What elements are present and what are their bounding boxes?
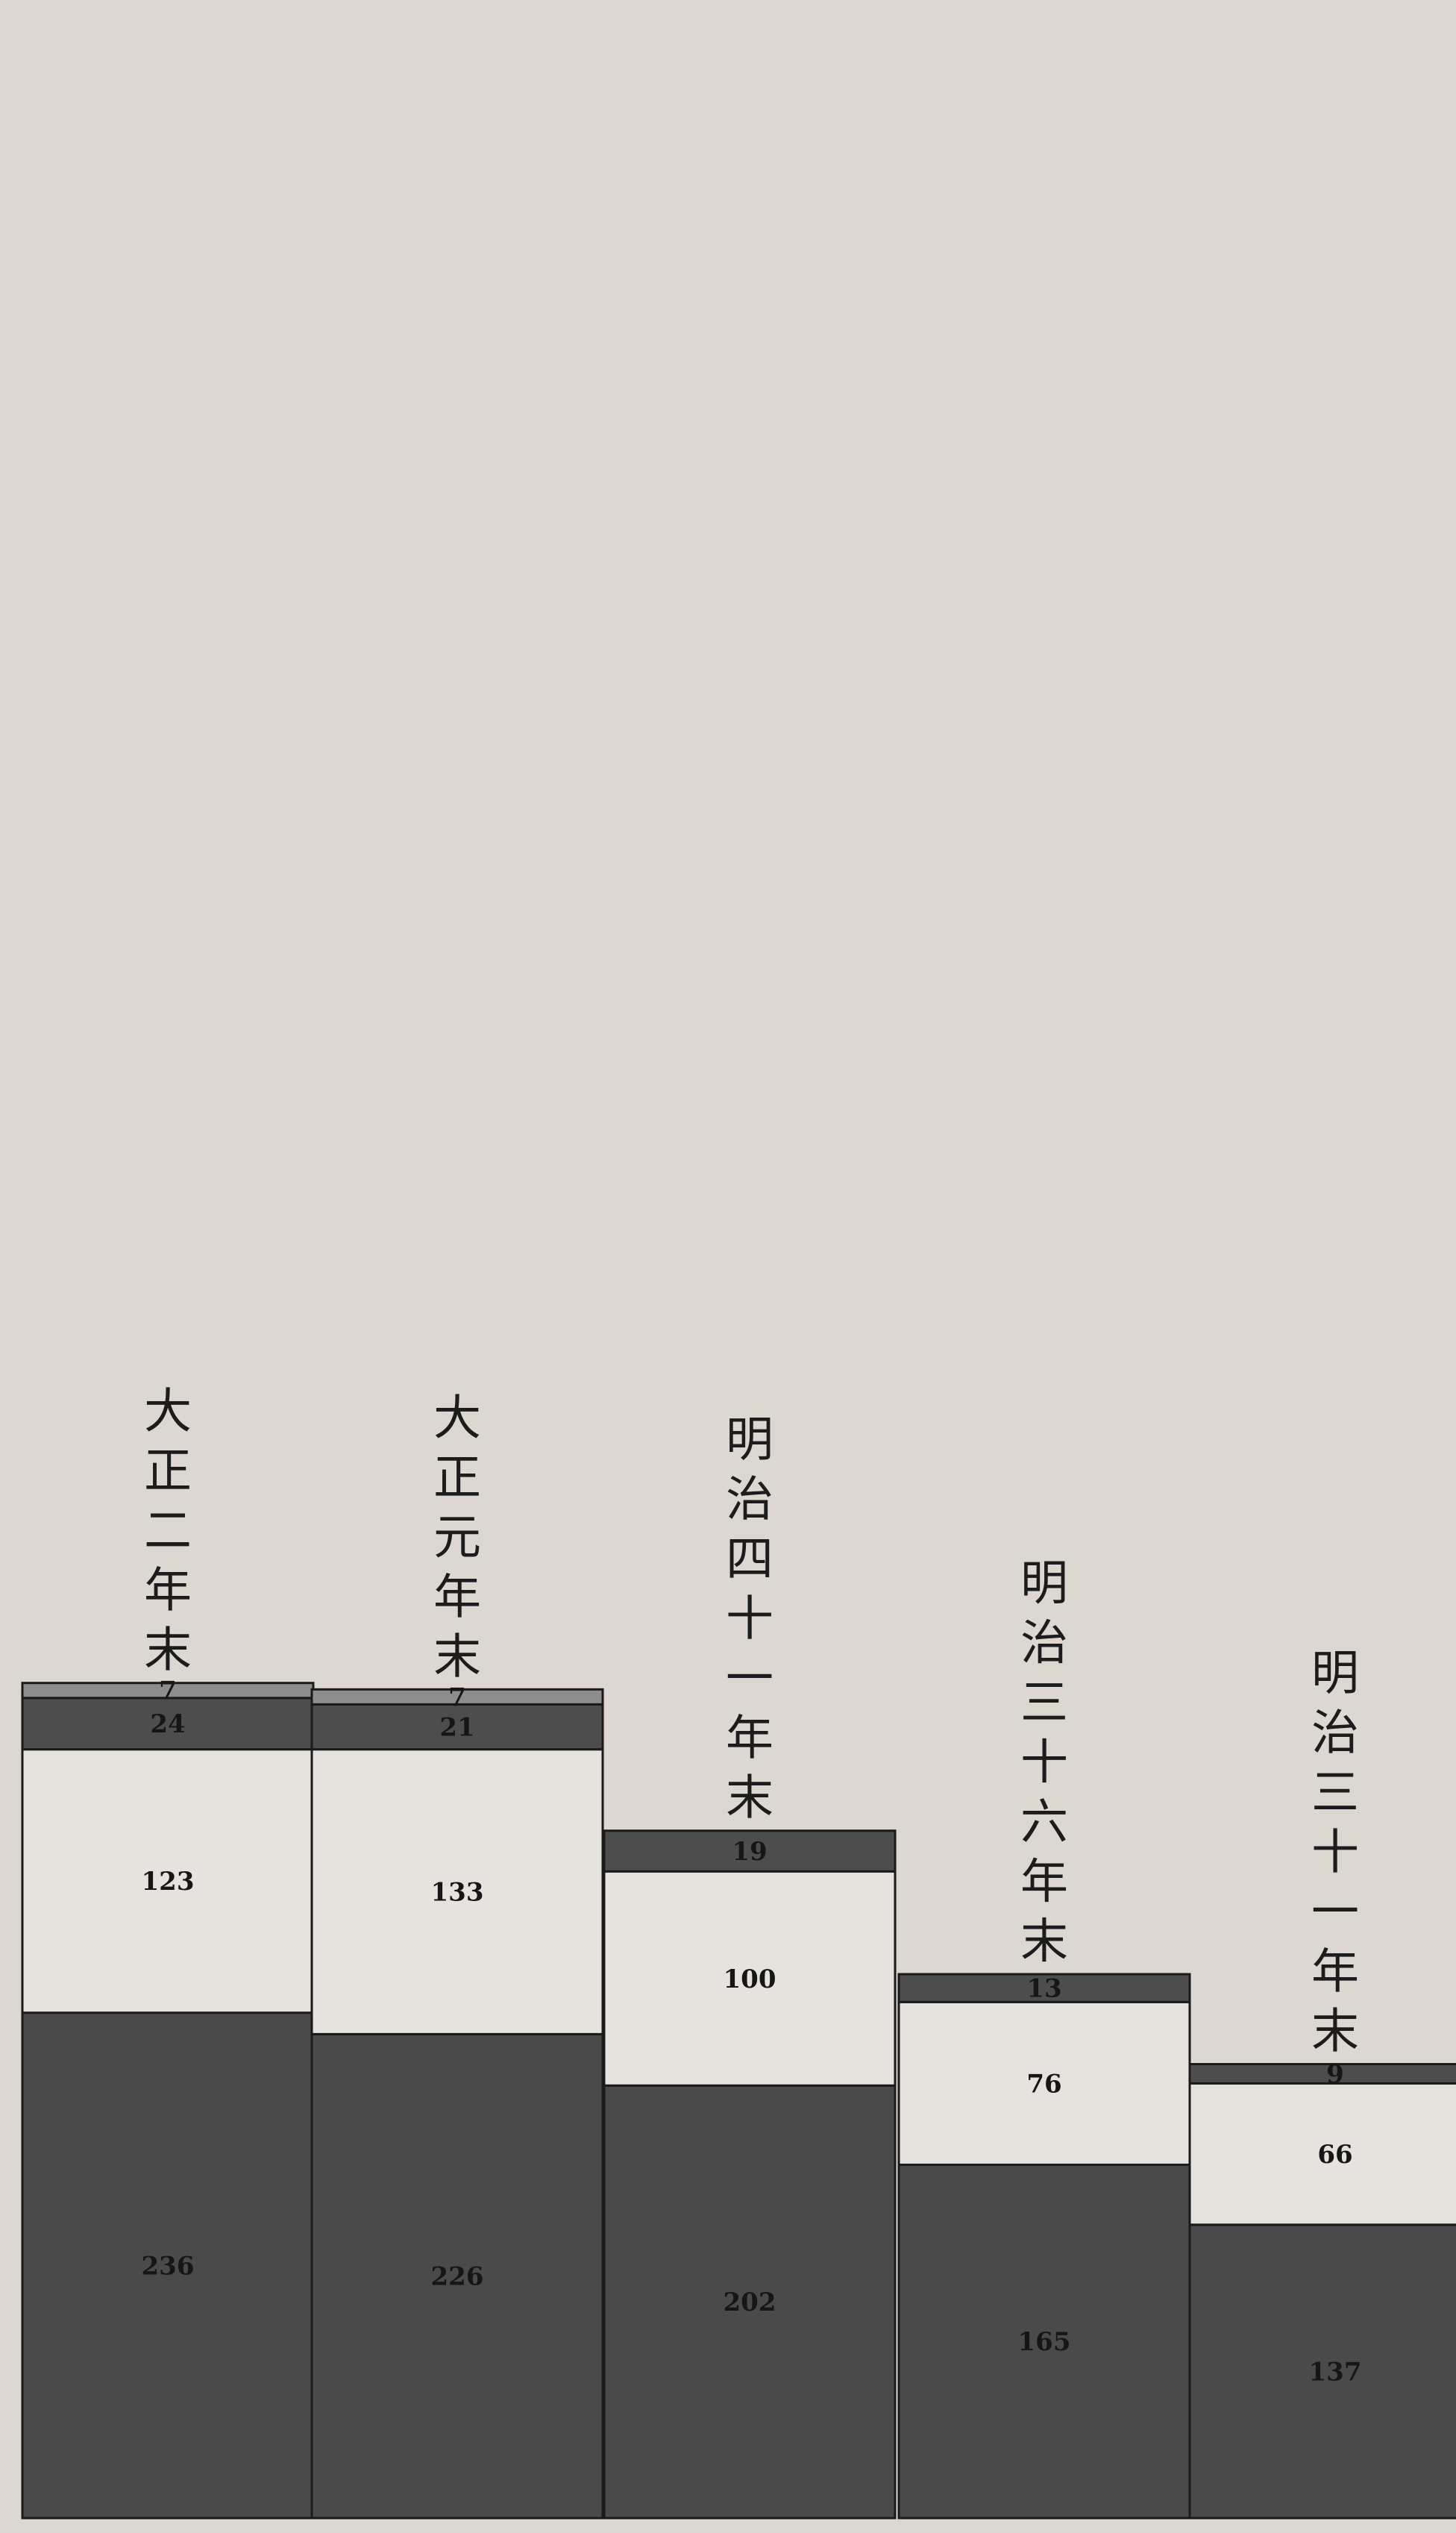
category-label-char: 元 [433,1510,481,1565]
category-label-char: 三 [1311,1766,1359,1821]
value-label-segment-middle-3: 76 [1026,2069,1061,2099]
value-label-segment-bottom-1: 226 [431,2262,484,2292]
category-label-char: 一 [1311,1885,1359,1941]
category-label-char: 三 [1020,1676,1068,1731]
bar-segment-middle-0 [21,1748,315,2014]
bar-segment-top-1 [310,1688,604,1706]
value-label-segment-upper-1: 21 [439,1713,474,1743]
value-label-segment-upper-3: 13 [1026,1974,1061,2004]
category-label-char: 年 [726,1712,774,1767]
value-label-segment-middle-0: 123 [142,1867,195,1897]
value-label-segment-top-1: 7 [448,1682,466,1712]
bar-segment-bottom-4 [1188,2223,1456,2520]
category-label-char: 末 [1311,2005,1359,2060]
value-label-segment-bottom-4: 137 [1309,2357,1362,2387]
category-label-char: 末 [726,1771,774,1826]
category-label-char: 正 [433,1450,481,1506]
value-label-segment-middle-1: 133 [431,1878,484,1908]
value-label-segment-upper-0: 24 [150,1709,185,1739]
category-label-char: 末 [1020,1914,1068,1970]
category-label-char: 十 [1311,1826,1359,1881]
value-label-segment-upper-2: 19 [732,1837,767,1867]
bar-segment-upper-1 [310,1703,604,1751]
bar-segment-upper-3 [897,1973,1191,2003]
category-label-char: 正 [144,1444,192,1500]
category-label-char: 明 [1020,1556,1068,1612]
category-label-char: 治 [1311,1706,1359,1762]
value-label-segment-bottom-2: 202 [724,2288,776,2317]
category-label-char: 四 [726,1532,774,1588]
bar-segment-middle-3 [897,2000,1191,2166]
category-label-char: 末 [433,1629,481,1685]
value-label-segment-top-0: 7 [159,1676,177,1706]
bar-segment-bottom-1 [310,2032,604,2520]
category-label-char: 十 [726,1592,774,1647]
bar-segment-upper-2 [603,1829,897,1873]
bar-segment-middle-1 [310,1748,604,2035]
value-label-segment-middle-4: 66 [1317,2140,1352,2170]
category-label-char: 明 [726,1413,774,1468]
bar-segment-upper-4 [1188,2063,1456,2085]
category-label-char: 大 [433,1391,481,1446]
bar-segment-bottom-3 [897,2163,1191,2520]
value-label-segment-middle-2: 100 [724,1964,776,1994]
category-label-char: 年 [1020,1855,1068,1910]
category-label-char: 治 [726,1473,774,1528]
bar-segment-bottom-2 [603,2084,897,2520]
value-label-segment-bottom-0: 236 [142,2251,195,2281]
category-label-char: 六 [1020,1795,1068,1850]
category-label-char: 十 [1020,1735,1068,1791]
category-label-char: 年 [433,1570,481,1625]
bar-segment-middle-2 [603,1870,897,2087]
category-label-char: 年 [144,1564,192,1619]
category-label-char: 明 [1311,1647,1359,1702]
category-label-char: 一 [726,1652,774,1707]
category-label-char: 大 [144,1385,192,1440]
category-label-char: 年 [1311,1945,1359,2000]
category-label-char: 末 [144,1624,192,1679]
value-label-segment-bottom-3: 165 [1018,2327,1071,2357]
value-label-segment-upper-4: 9 [1326,2059,1344,2089]
category-label-char: 二 [144,1504,192,1559]
bar-segment-bottom-0 [21,2011,315,2520]
category-label-char: 治 [1020,1616,1068,1671]
bar-segment-middle-4 [1188,2082,1456,2226]
